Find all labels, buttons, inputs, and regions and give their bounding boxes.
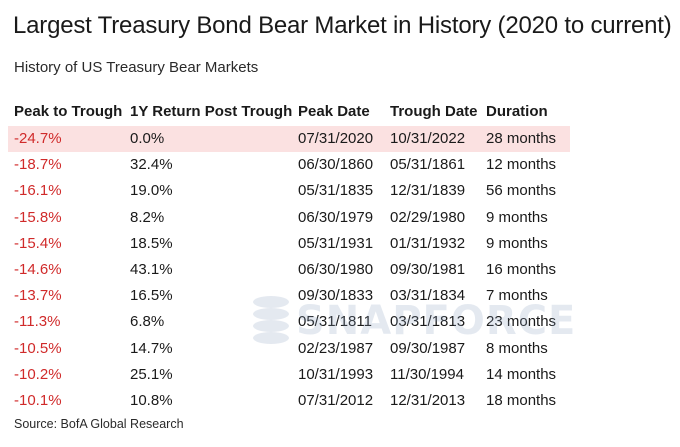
cell-1y-return: 14.7%	[130, 339, 173, 357]
cell-peak-to-trough: -14.6%	[14, 260, 62, 278]
column-header-trough-date: Trough Date	[390, 103, 478, 120]
page-subtitle: History of US Treasury Bear Markets	[14, 59, 259, 76]
cell-peak-date: 06/30/1979	[298, 208, 374, 226]
cell-1y-return: 43.1%	[130, 260, 173, 278]
cell-1y-return: 16.5%	[130, 287, 173, 305]
cell-peak-date: 06/30/1860	[298, 156, 374, 174]
cell-trough-date: 12/31/2013	[390, 391, 466, 409]
table-row: -10.5% 14.7% 02/23/1987 09/30/1987 8 months	[0, 336, 680, 362]
cell-trough-date: 12/31/1839	[390, 182, 466, 200]
cell-1y-return: 32.4%	[130, 156, 173, 174]
bear-market-table: Peak to Trough 1Y Return Post Trough Pea…	[0, 99, 680, 414]
table-row: -16.1% 19.0% 05/31/1835 12/31/1839 56 months	[0, 178, 680, 204]
cell-trough-date: 03/31/1813	[390, 313, 466, 331]
cell-1y-return: 18.5%	[130, 234, 173, 252]
table-row: -15.4% 18.5% 05/31/1931 01/31/1932 9 months	[0, 231, 680, 257]
row-highlight	[8, 126, 570, 152]
cell-peak-to-trough: -13.7%	[14, 287, 62, 305]
table-row: -24.7% 0.0% 07/31/2020 10/31/2022 28 months	[0, 126, 680, 152]
cell-1y-return: 8.2%	[130, 208, 165, 226]
cell-peak-date: 09/30/1833	[298, 287, 374, 305]
table-row: -18.7% 32.4% 06/30/1860 05/31/1861 12 months	[0, 152, 680, 178]
cell-1y-return: 25.1%	[130, 365, 173, 383]
cell-1y-return: 19.0%	[130, 182, 173, 200]
cell-peak-date: 02/23/1987	[298, 339, 374, 357]
page-title: Largest Treasury Bond Bear Market in His…	[13, 12, 672, 39]
cell-trough-date: 01/31/1932	[390, 234, 466, 252]
cell-peak-date: 05/31/1835	[298, 182, 374, 200]
cell-peak-date: 06/30/1980	[298, 260, 374, 278]
cell-duration: 7 months	[486, 287, 548, 305]
cell-peak-to-trough: -15.4%	[14, 234, 62, 252]
table-row: -11.3% 6.8% 05/31/1811 03/31/1813 23 months	[0, 309, 680, 335]
cell-peak-to-trough: -10.2%	[14, 365, 62, 383]
cell-peak-date: 05/31/1931	[298, 234, 374, 252]
source-note: Source: BofA Global Research	[14, 417, 184, 431]
cell-peak-date: 10/31/1993	[298, 365, 374, 383]
cell-duration: 56 months	[486, 182, 557, 200]
cell-duration: 16 months	[486, 260, 557, 278]
cell-trough-date: 05/31/1861	[390, 156, 466, 174]
cell-duration: 23 months	[486, 313, 557, 331]
table-row: -10.1% 10.8% 07/31/2012 12/31/2013 18 months	[0, 388, 680, 414]
table-row: -15.8% 8.2% 06/30/1979 02/29/1980 9 months	[0, 205, 680, 231]
cell-duration: 12 months	[486, 156, 557, 174]
cell-duration: 18 months	[486, 391, 557, 409]
cell-peak-to-trough: -11.3%	[14, 313, 61, 331]
table-header-row: Peak to Trough 1Y Return Post Trough Pea…	[0, 99, 680, 126]
cell-1y-return: 0.0%	[130, 130, 165, 147]
table-row: -13.7% 16.5% 09/30/1833 03/31/1834 7 months	[0, 283, 680, 309]
cell-peak-date: 07/31/2012	[298, 391, 374, 409]
cell-peak-date: 07/31/2020	[298, 130, 374, 147]
cell-duration: 9 months	[486, 234, 548, 252]
column-header-duration: Duration	[486, 103, 548, 120]
column-header-1y-return: 1Y Return Post Trough	[130, 103, 293, 120]
cell-trough-date: 10/31/2022	[390, 130, 466, 147]
table-body: -24.7% 0.0% 07/31/2020 10/31/2022 28 months -…	[0, 126, 680, 414]
cell-duration: 14 months	[486, 365, 557, 383]
cell-peak-to-trough: -24.7%	[14, 130, 62, 147]
cell-peak-to-trough: -10.5%	[14, 339, 62, 357]
column-header-peak-to-trough: Peak to Trough	[14, 103, 123, 120]
cell-trough-date: 09/30/1981	[390, 260, 466, 278]
cell-trough-date: 09/30/1987	[390, 339, 466, 357]
cell-duration: 9 months	[486, 208, 548, 226]
cell-peak-to-trough: -16.1%	[14, 182, 62, 200]
table-row: -14.6% 43.1% 06/30/1980 09/30/1981 16 months	[0, 257, 680, 283]
cell-1y-return: 10.8%	[130, 391, 173, 409]
cell-1y-return: 6.8%	[130, 313, 165, 331]
cell-peak-to-trough: -15.8%	[14, 208, 62, 226]
cell-trough-date: 03/31/1834	[390, 287, 466, 305]
table-row: -10.2% 25.1% 10/31/1993 11/30/1994 14 months	[0, 362, 680, 388]
cell-duration: 28 months	[486, 130, 557, 147]
column-header-peak-date: Peak Date	[298, 103, 370, 120]
cell-trough-date: 02/29/1980	[390, 208, 466, 226]
cell-peak-date: 05/31/1811	[298, 313, 372, 331]
cell-peak-to-trough: -18.7%	[14, 156, 62, 174]
cell-peak-to-trough: -10.1%	[14, 391, 62, 409]
cell-trough-date: 11/30/1994	[390, 365, 464, 383]
cell-duration: 8 months	[486, 339, 548, 357]
